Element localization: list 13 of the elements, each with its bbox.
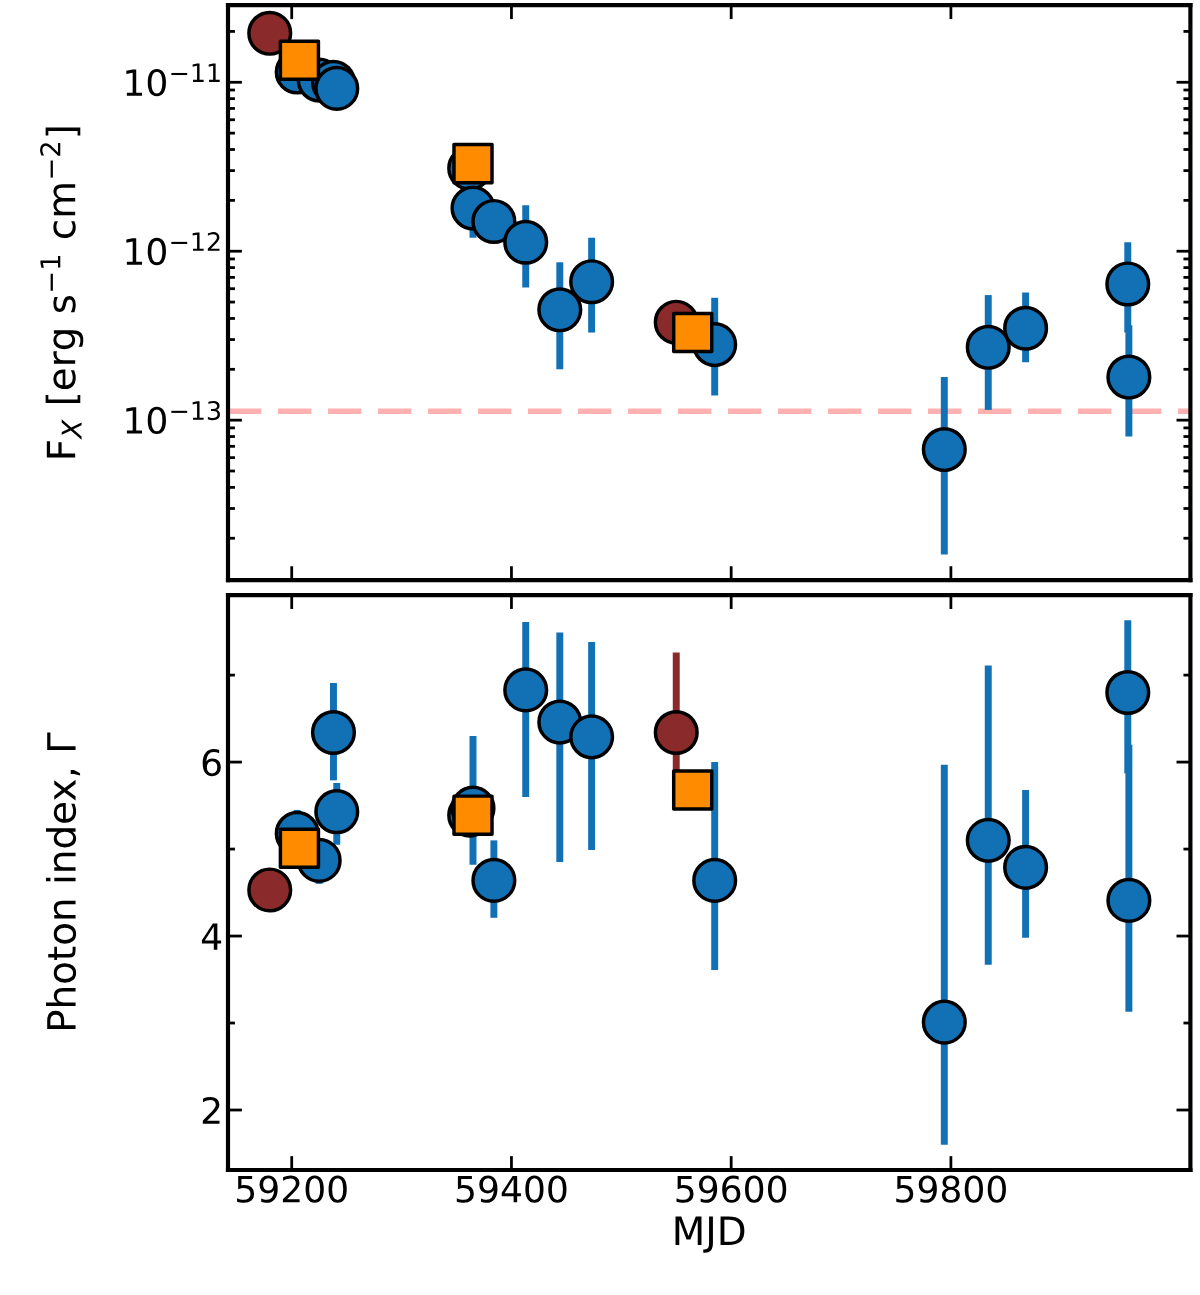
y-tick-label: 10$^{−13}$ [126, 401, 220, 435]
x-tick-label: 59800 [896, 1175, 1006, 1203]
y-axis-title: F$_{X}$ [erg s$^{−1}$ cm$^{−2}$] [40, 127, 84, 458]
x-axis-title: MJD [675, 1216, 745, 1253]
y-axis-title: Photon index, Γ [46, 732, 81, 1030]
x-tick-label: 59200 [237, 1175, 347, 1203]
y-tick-label: 4 [201, 923, 222, 950]
y-tick-label: 2 [202, 1096, 220, 1124]
y-tick-label: 10$^{−12}$ [126, 232, 220, 266]
x-tick-label: 59600 [676, 1175, 787, 1203]
y-tick-label: 6 [202, 749, 221, 777]
x-tick-label: 59400 [456, 1175, 567, 1203]
y-tick-label: 10$^{−11}$ [126, 63, 220, 97]
